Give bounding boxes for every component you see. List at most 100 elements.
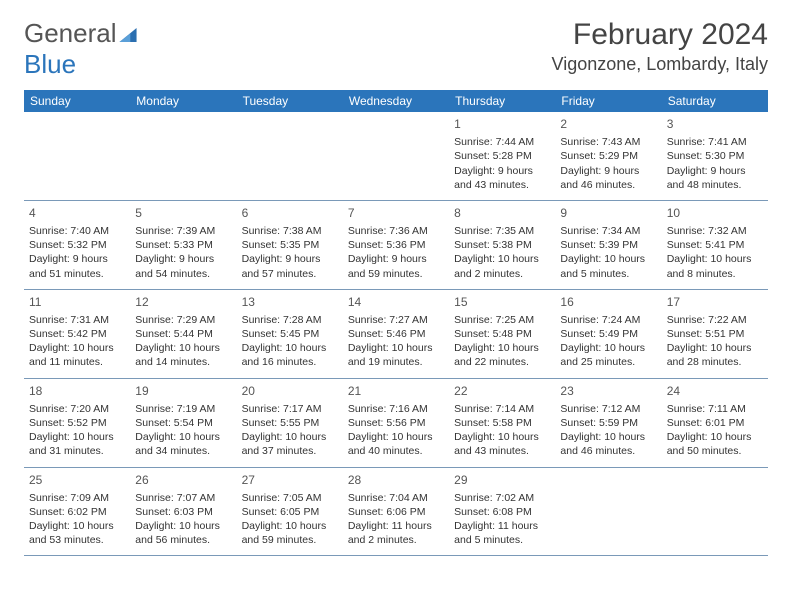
day-info: Sunrise: 7:28 AMSunset: 5:45 PMDaylight:… (242, 313, 338, 370)
day-cell: 8Sunrise: 7:35 AMSunset: 5:38 PMDaylight… (449, 201, 555, 290)
day-number: 24 (667, 383, 763, 399)
day-cell: 12 Sunrise: 7:29 AMSunset: 5:44 PMDayligh… (130, 290, 236, 379)
day-number: 6 (242, 205, 338, 221)
day-number: 1 (454, 116, 550, 132)
empty-cell (343, 112, 449, 201)
day-info: Sunrise: 7:39 AMSunset: 5:33 PMDaylight:… (135, 224, 231, 281)
dayheader-thursday: Thursday (449, 90, 555, 112)
day-number: 13 (242, 294, 338, 310)
day-cell: 25 Sunrise: 7:09 AMSunset: 6:02 PMDayligh… (24, 468, 130, 557)
day-cell: 18 Sunrise: 7:20 AMSunset: 5:52 PMDayligh… (24, 379, 130, 468)
location: Vigonzone, Lombardy, Italy (552, 54, 768, 75)
day-number: 7 (348, 205, 444, 221)
day-number: 5 (135, 205, 231, 221)
day-number: 4 (29, 205, 125, 221)
day-number: 28 (348, 472, 444, 488)
logo-triangle-icon (118, 28, 138, 42)
dayheader-tuesday: Tuesday (237, 90, 343, 112)
empty-cell (130, 112, 236, 201)
day-cell: 21 Sunrise: 7:16 AMSunset: 5:56 PMDayligh… (343, 379, 449, 468)
header: GeneralBlue February 2024 Vigonzone, Lom… (24, 18, 768, 80)
day-number: 27 (242, 472, 338, 488)
day-number: 16 (560, 294, 656, 310)
day-cell: 4Sunrise: 7:40 AMSunset: 5:32 PMDaylight… (24, 201, 130, 290)
month-title: February 2024 (552, 18, 768, 52)
day-cell: 2 Sunrise: 7:43 AMSunset: 5:29 PMDaylight… (555, 112, 661, 201)
day-cell: 11 Sunrise: 7:31 AMSunset: 5:42 PMDayligh… (24, 290, 130, 379)
day-cell: 3 Sunrise: 7:41 AMSunset: 5:30 PMDaylight… (662, 112, 768, 201)
day-number: 20 (242, 383, 338, 399)
logo-text-2: Blue (24, 49, 76, 79)
day-number: 2 (560, 116, 656, 132)
day-info: Sunrise: 7:27 AMSunset: 5:46 PMDaylight:… (348, 313, 444, 370)
day-cell: 9 Sunrise: 7:34 AMSunset: 5:39 PMDaylight… (555, 201, 661, 290)
day-info: Sunrise: 7:44 AMSunset: 5:28 PMDaylight:… (454, 135, 550, 192)
day-number: 3 (667, 116, 763, 132)
day-info: Sunrise: 7:17 AMSunset: 5:55 PMDaylight:… (242, 402, 338, 459)
day-info: Sunrise: 7:38 AMSunset: 5:35 PMDaylight:… (242, 224, 338, 281)
day-info: Sunrise: 7:32 AMSunset: 5:41 PMDaylight:… (667, 224, 763, 281)
day-cell: 28 Sunrise: 7:04 AMSunset: 6:06 PMDayligh… (343, 468, 449, 557)
day-info: Sunrise: 7:29 AMSunset: 5:44 PMDaylight:… (135, 313, 231, 370)
day-info: Sunrise: 7:11 AMSunset: 6:01 PMDaylight:… (667, 402, 763, 459)
empty-cell (24, 112, 130, 201)
day-info: Sunrise: 7:02 AMSunset: 6:08 PMDaylight:… (454, 491, 550, 548)
day-number: 26 (135, 472, 231, 488)
day-info: Sunrise: 7:25 AMSunset: 5:48 PMDaylight:… (454, 313, 550, 370)
day-number: 12 (135, 294, 231, 310)
day-number: 18 (29, 383, 125, 399)
dayheader-saturday: Saturday (662, 90, 768, 112)
day-number: 29 (454, 472, 550, 488)
dayheader-friday: Friday (555, 90, 661, 112)
calendar-grid: SundayMondayTuesdayWednesdayThursdayFrid… (24, 90, 768, 556)
day-info: Sunrise: 7:05 AMSunset: 6:05 PMDaylight:… (242, 491, 338, 548)
day-info: Sunrise: 7:35 AMSunset: 5:38 PMDaylight:… (454, 224, 550, 281)
day-info: Sunrise: 7:19 AMSunset: 5:54 PMDaylight:… (135, 402, 231, 459)
day-cell: 7Sunrise: 7:36 AMSunset: 5:36 PMDaylight… (343, 201, 449, 290)
day-cell: 27 Sunrise: 7:05 AMSunset: 6:05 PMDayligh… (237, 468, 343, 557)
day-number: 15 (454, 294, 550, 310)
day-cell: 22 Sunrise: 7:14 AMSunset: 5:58 PMDayligh… (449, 379, 555, 468)
day-cell: 17Sunrise: 7:22 AMSunset: 5:51 PMDayligh… (662, 290, 768, 379)
day-info: Sunrise: 7:24 AMSunset: 5:49 PMDaylight:… (560, 313, 656, 370)
day-cell: 13 Sunrise: 7:28 AMSunset: 5:45 PMDayligh… (237, 290, 343, 379)
empty-cell (237, 112, 343, 201)
title-block: February 2024 Vigonzone, Lombardy, Italy (552, 18, 768, 75)
day-cell: 29 Sunrise: 7:02 AMSunset: 6:08 PMDayligh… (449, 468, 555, 557)
day-info: Sunrise: 7:34 AMSunset: 5:39 PMDaylight:… (560, 224, 656, 281)
logo-text-1: General (24, 18, 117, 48)
dayheader-wednesday: Wednesday (343, 90, 449, 112)
empty-cell (662, 468, 768, 557)
day-number: 11 (29, 294, 125, 310)
logo: GeneralBlue (24, 18, 138, 80)
day-cell: 20 Sunrise: 7:17 AMSunset: 5:55 PMDayligh… (237, 379, 343, 468)
day-cell: 6 Sunrise: 7:38 AMSunset: 5:35 PMDaylight… (237, 201, 343, 290)
day-number: 22 (454, 383, 550, 399)
day-number: 14 (348, 294, 444, 310)
day-cell: 5 Sunrise: 7:39 AMSunset: 5:33 PMDaylight… (130, 201, 236, 290)
dayheader-sunday: Sunday (24, 90, 130, 112)
day-cell: 1 Sunrise: 7:44 AMSunset: 5:28 PMDaylight… (449, 112, 555, 201)
day-number: 23 (560, 383, 656, 399)
empty-cell (555, 468, 661, 557)
day-info: Sunrise: 7:20 AMSunset: 5:52 PMDaylight:… (29, 402, 125, 459)
day-number: 10 (667, 205, 763, 221)
day-number: 25 (29, 472, 125, 488)
day-cell: 14 Sunrise: 7:27 AMSunset: 5:46 PMDayligh… (343, 290, 449, 379)
day-cell: 19Sunrise: 7:19 AMSunset: 5:54 PMDayligh… (130, 379, 236, 468)
day-info: Sunrise: 7:41 AMSunset: 5:30 PMDaylight:… (667, 135, 763, 192)
day-cell: 16 Sunrise: 7:24 AMSunset: 5:49 PMDayligh… (555, 290, 661, 379)
day-info: Sunrise: 7:31 AMSunset: 5:42 PMDaylight:… (29, 313, 125, 370)
day-info: Sunrise: 7:22 AMSunset: 5:51 PMDaylight:… (667, 313, 763, 370)
dayheader-monday: Monday (130, 90, 236, 112)
day-info: Sunrise: 7:43 AMSunset: 5:29 PMDaylight:… (560, 135, 656, 192)
day-info: Sunrise: 7:09 AMSunset: 6:02 PMDaylight:… (29, 491, 125, 548)
day-info: Sunrise: 7:12 AMSunset: 5:59 PMDaylight:… (560, 402, 656, 459)
day-cell: 24 Sunrise: 7:11 AMSunset: 6:01 PMDayligh… (662, 379, 768, 468)
day-info: Sunrise: 7:14 AMSunset: 5:58 PMDaylight:… (454, 402, 550, 459)
day-cell: 15 Sunrise: 7:25 AMSunset: 5:48 PMDayligh… (449, 290, 555, 379)
day-info: Sunrise: 7:04 AMSunset: 6:06 PMDaylight:… (348, 491, 444, 548)
day-number: 9 (560, 205, 656, 221)
day-number: 21 (348, 383, 444, 399)
day-info: Sunrise: 7:16 AMSunset: 5:56 PMDaylight:… (348, 402, 444, 459)
